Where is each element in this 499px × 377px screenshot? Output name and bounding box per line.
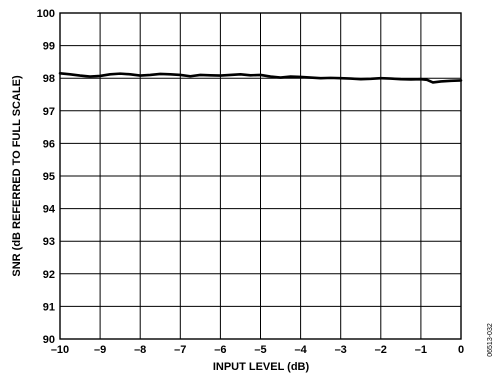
y-tick-label: 93 xyxy=(43,236,55,248)
grid xyxy=(60,13,461,339)
x-tick-label: –4 xyxy=(294,344,307,356)
y-tick-label: 100 xyxy=(37,8,55,20)
series-layer xyxy=(58,72,463,84)
y-tick-labels: 90 91 92 93 94 95 96 97 98 99 100 xyxy=(37,8,56,346)
y-tick-label: 92 xyxy=(43,269,55,281)
x-axis-label: INPUT LEVEL (dB) xyxy=(213,361,310,373)
x-tick-label: –5 xyxy=(254,344,266,356)
y-tick-label: 96 xyxy=(43,138,55,150)
y-tick-label: 95 xyxy=(43,171,55,183)
y-axis-label: SNR (dB REFERRED TO FULL SCALE) xyxy=(11,75,23,277)
plot-frame xyxy=(59,12,462,340)
x-tick-label: –8 xyxy=(134,344,146,356)
x-tick-labels: –10 –9 –8 –7 –6 –5 –4 –3 –2 –1 0 xyxy=(51,344,464,356)
x-tick-label: –3 xyxy=(335,344,347,356)
series-line xyxy=(58,72,463,84)
y-tick-label: 91 xyxy=(43,301,55,313)
y-tick-label: 94 xyxy=(43,204,56,216)
x-tick-label: 0 xyxy=(458,344,464,356)
x-tick-label: –6 xyxy=(214,344,226,356)
y-tick-label: 99 xyxy=(43,41,55,53)
y-tick-label: 90 xyxy=(43,334,55,346)
figure-id: 06513-032 xyxy=(487,323,494,357)
x-tick-label: –7 xyxy=(174,344,186,356)
x-tick-label: –2 xyxy=(375,344,387,356)
x-tick-label: –1 xyxy=(415,344,427,356)
x-tick-label: –10 xyxy=(51,344,69,356)
y-tick-label: 97 xyxy=(43,106,55,118)
x-tick-label: –9 xyxy=(94,344,106,356)
y-tick-label: 98 xyxy=(43,73,55,85)
